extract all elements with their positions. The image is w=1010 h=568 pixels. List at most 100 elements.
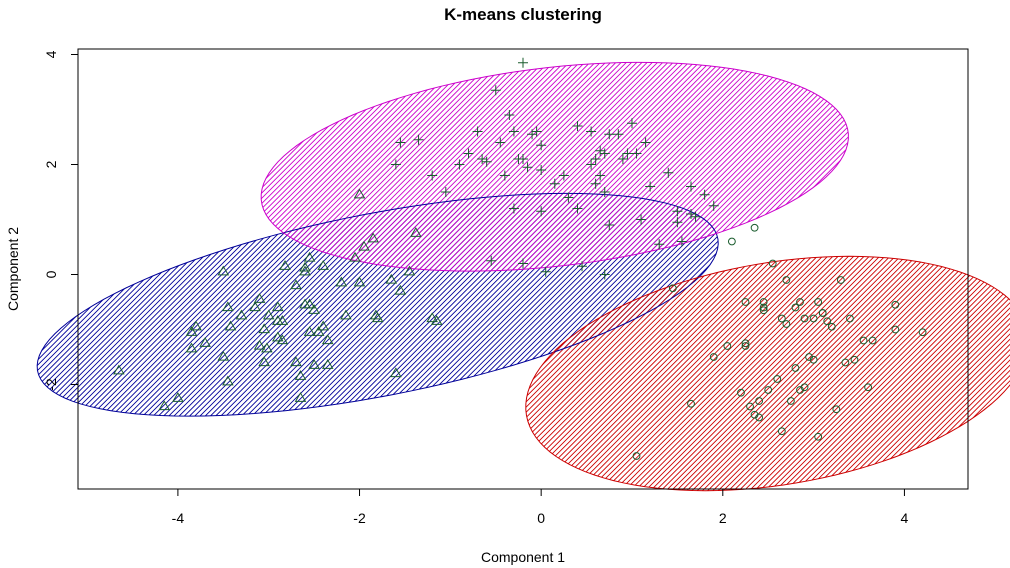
cluster-3-point [918, 328, 927, 337]
cluster-3-point [841, 358, 850, 367]
cluster-2-point [699, 189, 710, 200]
cluster-1-point [321, 334, 334, 345]
cluster-1-point [390, 367, 402, 378]
x-tick-label: 4 [901, 510, 909, 526]
cluster-2-point [477, 154, 488, 164]
cluster-2-point [508, 126, 519, 137]
cluster-1-point [222, 375, 234, 386]
cluster-2-point [540, 266, 551, 277]
cluster-3-point [850, 355, 859, 364]
cluster-1-point [335, 276, 348, 287]
cluster-2-point [536, 165, 547, 175]
cluster-1-point [253, 339, 266, 350]
cluster-1-point [317, 260, 330, 270]
cluster-2-point [654, 239, 665, 250]
cluster-3-point [796, 386, 804, 394]
cluster-2-point [395, 137, 406, 148]
cluster-3-point [750, 223, 759, 232]
cluster-3-point [764, 386, 773, 394]
cluster-3-point [759, 306, 768, 315]
cluster-1-point [158, 400, 171, 411]
cluster-2-point [676, 236, 687, 247]
cluster-3-point [687, 399, 695, 408]
cluster-2-point [686, 209, 697, 219]
cluster-1-point [258, 323, 270, 334]
cluster-3-point [782, 320, 791, 328]
cluster-3-point [746, 402, 754, 411]
cluster-1-point [294, 370, 307, 380]
cluster-1-point [262, 309, 275, 320]
cluster-2-point [663, 167, 674, 178]
cluster-2-point [518, 154, 528, 164]
cluster-2-point [604, 129, 615, 140]
cluster-2-point [572, 203, 583, 214]
cluster-2-point [490, 85, 501, 96]
cluster-3-point [632, 452, 641, 460]
cluster-1-point [303, 251, 316, 262]
cluster-2-point [472, 126, 483, 137]
cluster-1-point [403, 265, 416, 276]
cluster-3-point [773, 375, 782, 383]
cluster-2-point [504, 110, 515, 120]
cluster-2-point [595, 145, 606, 156]
cluster-2-point [590, 154, 601, 164]
cluster-2-point [413, 134, 424, 145]
cluster-1-point [253, 293, 266, 303]
cluster-1-ellipse [36, 192, 719, 417]
cluster-2-point [518, 258, 528, 269]
cluster-2-ellipse [260, 61, 849, 272]
cluster-3-point [777, 427, 786, 436]
cluster-2-point [604, 220, 615, 230]
cluster-3-point [796, 298, 804, 306]
cluster-3-point [832, 405, 841, 414]
cluster-3-point [791, 303, 800, 312]
cluster-1-point [113, 364, 125, 375]
cluster-1-point [308, 359, 320, 369]
cluster-2-point [708, 200, 719, 211]
cluster-3-point [827, 322, 836, 331]
cluster-2-point [645, 181, 656, 192]
chart-title: K-means clustering [444, 5, 602, 24]
cluster-2-point [499, 170, 510, 181]
cluster-1-point [217, 350, 230, 361]
cluster-1-point [371, 312, 384, 323]
cluster-3-point [741, 342, 750, 350]
cluster-2-point [454, 159, 465, 170]
cluster-3-point [859, 336, 868, 345]
cluster-1-point [312, 326, 325, 336]
cluster-1-point [299, 261, 311, 272]
x-tick-label: -2 [353, 510, 366, 526]
y-axis-label: Component 2 [5, 227, 21, 311]
cluster-3-point [805, 353, 813, 361]
cluster-3-point [755, 413, 764, 422]
cluster-2-point [599, 269, 610, 280]
cluster-2-point [586, 126, 597, 137]
cluster-2-point [563, 192, 574, 203]
cluster-2-point [486, 255, 497, 266]
cluster-1-point [353, 188, 366, 199]
x-tick-label: -4 [172, 510, 185, 526]
cluster-2-point [672, 206, 683, 217]
cluster-2-point [440, 187, 451, 197]
cluster-2-point [626, 118, 637, 129]
cluster-3-point [800, 314, 809, 323]
cluster-1-point [224, 320, 237, 331]
cluster-2-point [590, 178, 601, 189]
cluster-1-point [394, 284, 407, 295]
cluster-3-point [823, 317, 832, 326]
cluster-1-point [358, 240, 370, 251]
cluster-1-point [290, 279, 302, 290]
cluster-2-point [690, 211, 701, 222]
cluster-2-point [599, 187, 610, 197]
cluster-1-point [303, 298, 316, 309]
cluster-2-point [481, 156, 492, 167]
cluster-1-point [321, 359, 334, 369]
cluster-1-point [271, 301, 284, 312]
cluster-3-point [741, 298, 750, 306]
cluster-2-point [536, 206, 547, 217]
cluster-2-point [617, 154, 628, 164]
